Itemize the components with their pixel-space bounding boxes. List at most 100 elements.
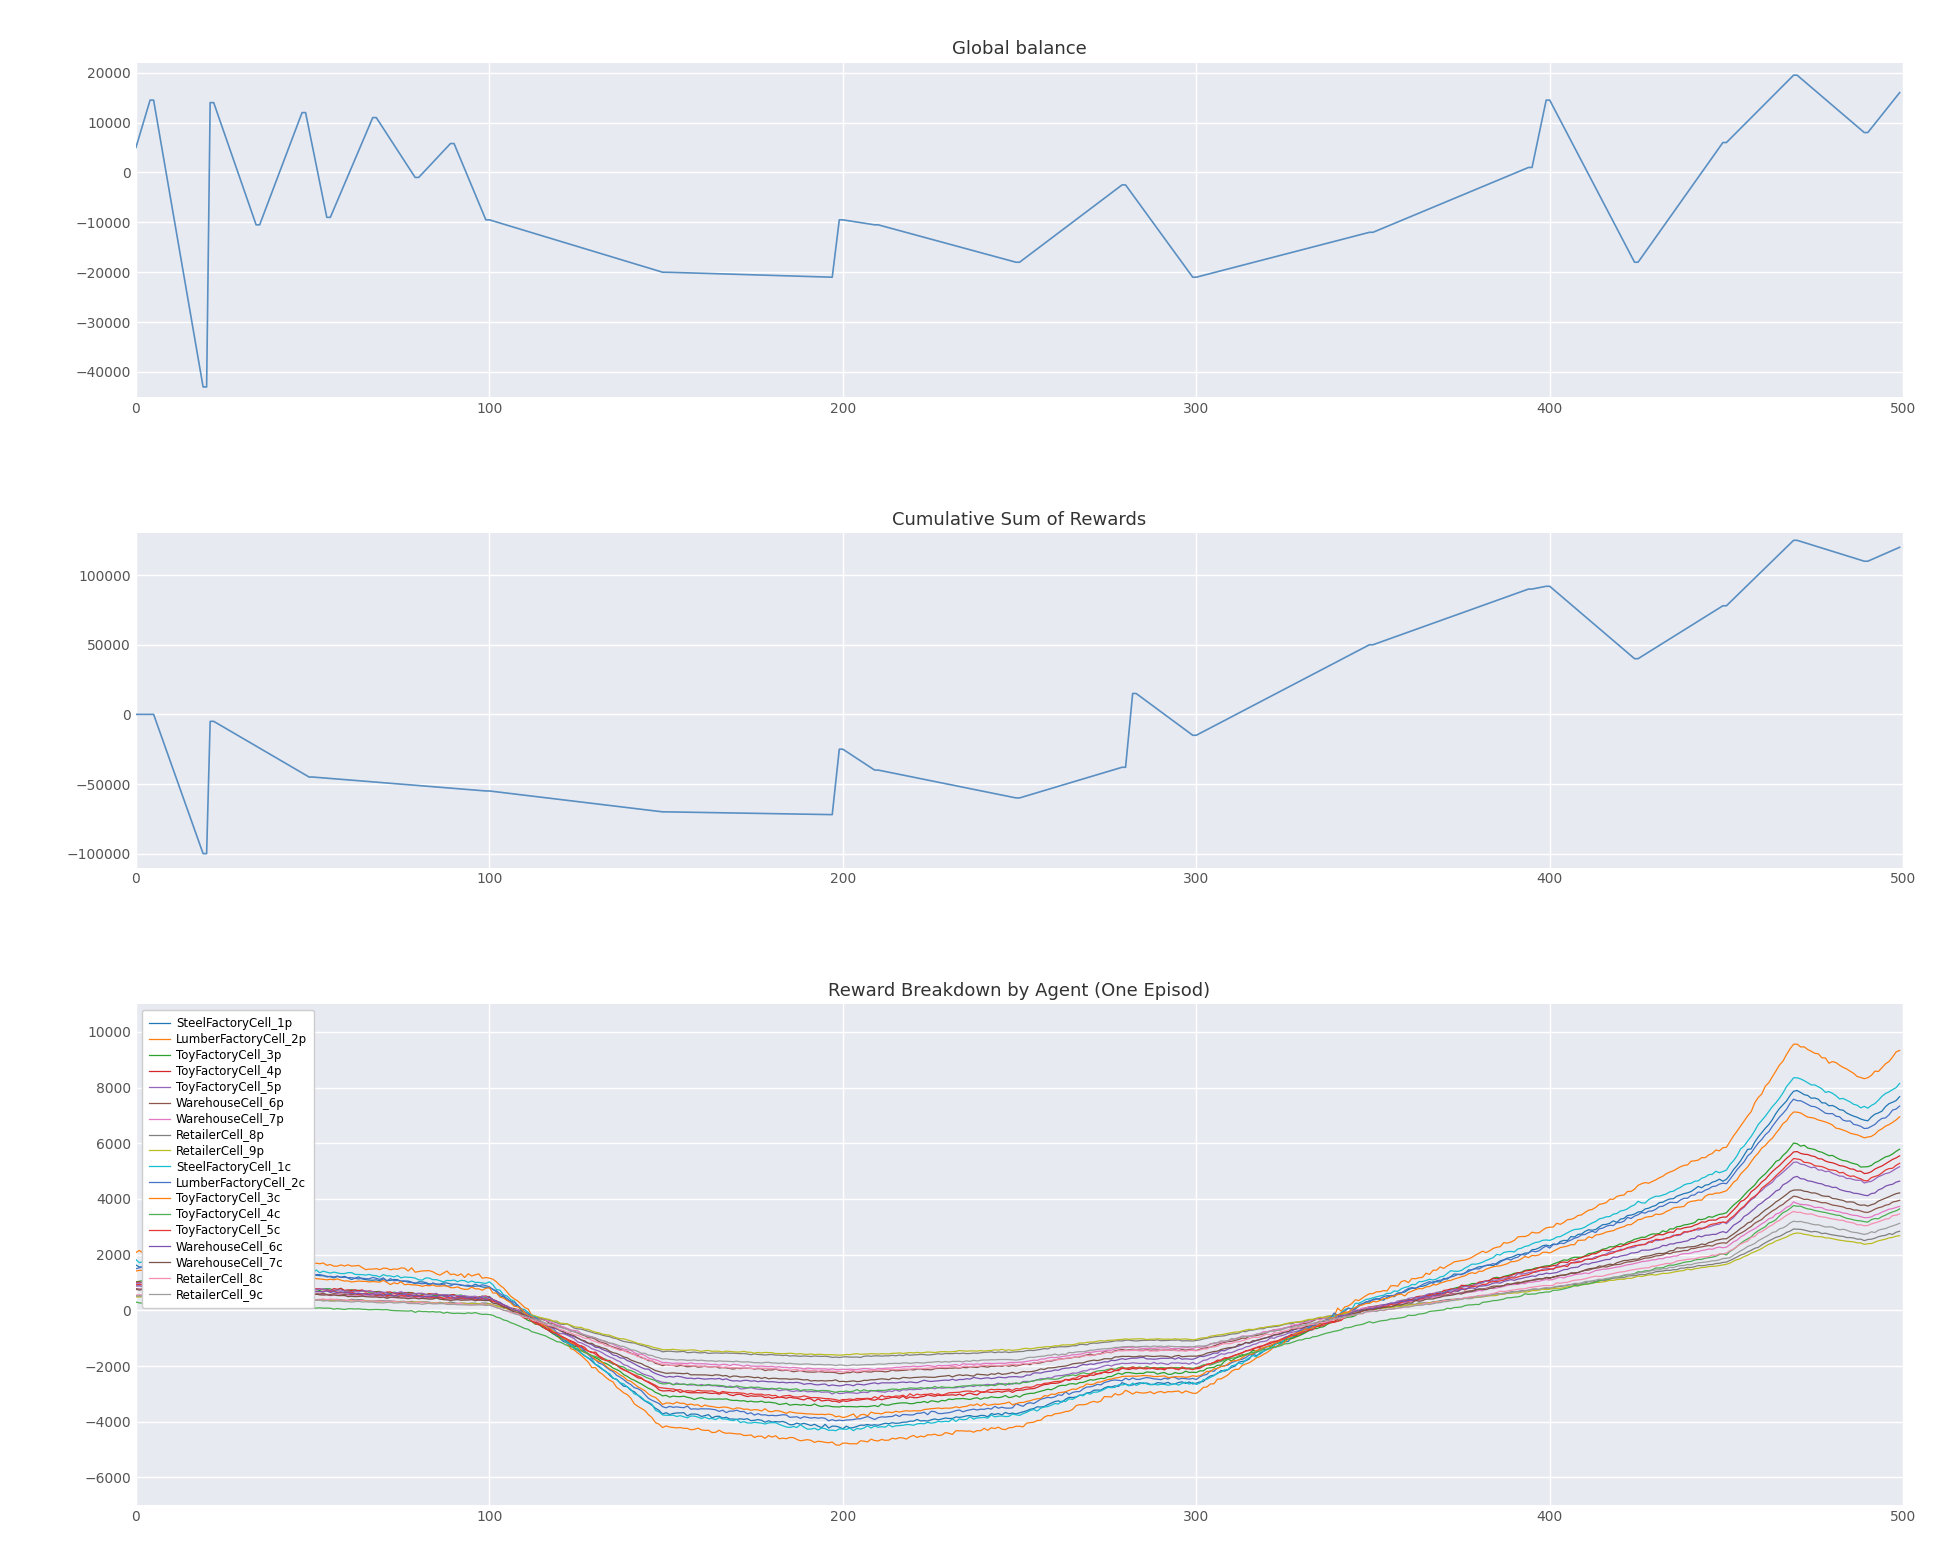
WarehouseCell_7p xyxy=(124,1281,148,1300)
ToyFactoryCell_4p xyxy=(1082,1366,1105,1385)
WarehouseCell_7c xyxy=(1785,1181,1808,1200)
WarehouseCell_7c xyxy=(965,1364,988,1383)
Line: RetailerCell_9c: RetailerCell_9c xyxy=(136,1221,1899,1366)
Line: LumberFactoryCell_2p: LumberFactoryCell_2p xyxy=(136,1044,1899,1446)
SteelFactoryCell_1p xyxy=(1853,1110,1876,1129)
WarehouseCell_6c xyxy=(1853,1185,1876,1204)
RetailerCell_9p xyxy=(827,1345,851,1364)
WarehouseCell_6p xyxy=(1888,1190,1911,1209)
ToyFactoryCell_3c xyxy=(977,1396,1000,1414)
WarehouseCell_6c xyxy=(1888,1171,1911,1190)
RetailerCell_9c xyxy=(1783,1212,1806,1231)
RetailerCell_8p xyxy=(1888,1221,1911,1240)
ToyFactoryCell_4c xyxy=(1853,1212,1876,1231)
WarehouseCell_6p xyxy=(1082,1345,1105,1364)
SteelFactoryCell_1p xyxy=(965,1406,988,1425)
LumberFactoryCell_2c xyxy=(1783,1090,1806,1109)
LumberFactoryCell_2p xyxy=(124,1243,148,1262)
LumberFactoryCell_2c xyxy=(1888,1096,1911,1115)
ToyFactoryCell_4c xyxy=(823,1383,847,1402)
RetailerCell_9c xyxy=(965,1352,988,1370)
RetailerCell_8c xyxy=(1888,1204,1911,1223)
ToyFactoryCell_5c xyxy=(965,1381,988,1400)
ToyFactoryCell_5p xyxy=(1082,1359,1105,1378)
RetailerCell_9c xyxy=(1888,1214,1911,1232)
WarehouseCell_7c xyxy=(1573,1261,1596,1279)
ToyFactoryCell_5c xyxy=(1082,1363,1105,1381)
RetailerCell_8c xyxy=(1177,1341,1200,1359)
LumberFactoryCell_2c xyxy=(1177,1370,1200,1389)
LumberFactoryCell_2p xyxy=(1177,1383,1200,1402)
RetailerCell_9p xyxy=(1177,1330,1200,1348)
ToyFactoryCell_3c xyxy=(1853,1129,1876,1148)
WarehouseCell_7p xyxy=(965,1355,988,1374)
ToyFactoryCell_3c xyxy=(1888,1107,1911,1126)
RetailerCell_9p xyxy=(124,1287,148,1306)
WarehouseCell_6c xyxy=(124,1276,148,1295)
ToyFactoryCell_3c xyxy=(1177,1367,1200,1386)
SteelFactoryCell_1p xyxy=(977,1408,1000,1427)
WarehouseCell_6p xyxy=(124,1279,148,1298)
ToyFactoryCell_5c xyxy=(1853,1171,1876,1190)
LumberFactoryCell_2c xyxy=(818,1411,841,1430)
SteelFactoryCell_1p xyxy=(1888,1087,1911,1105)
ToyFactoryCell_3p xyxy=(1783,1134,1806,1152)
ToyFactoryCell_3p xyxy=(1888,1140,1911,1159)
ToyFactoryCell_4c xyxy=(1082,1363,1105,1381)
LumberFactoryCell_2c xyxy=(1082,1377,1105,1396)
WarehouseCell_6c xyxy=(1177,1350,1200,1369)
WarehouseCell_6p xyxy=(965,1358,988,1377)
RetailerCell_9c xyxy=(1853,1225,1876,1243)
RetailerCell_9p xyxy=(977,1341,1000,1359)
RetailerCell_8c xyxy=(1783,1203,1806,1221)
WarehouseCell_7p xyxy=(1783,1192,1806,1210)
WarehouseCell_7c xyxy=(1888,1184,1911,1203)
LumberFactoryCell_2c xyxy=(1573,1225,1596,1243)
ToyFactoryCell_3p xyxy=(1573,1247,1596,1265)
WarehouseCell_7c xyxy=(1853,1195,1876,1214)
Line: LumberFactoryCell_2c: LumberFactoryCell_2c xyxy=(136,1099,1899,1421)
RetailerCell_9p xyxy=(1785,1223,1808,1242)
ToyFactoryCell_4p xyxy=(977,1383,1000,1402)
RetailerCell_9c xyxy=(977,1350,1000,1369)
LumberFactoryCell_2p xyxy=(1785,1035,1808,1054)
Line: ToyFactoryCell_3c: ToyFactoryCell_3c xyxy=(136,1112,1899,1417)
ToyFactoryCell_3p xyxy=(124,1273,148,1292)
ToyFactoryCell_4p xyxy=(1785,1142,1808,1160)
ToyFactoryCell_4p xyxy=(1573,1247,1596,1265)
ToyFactoryCell_4p xyxy=(124,1273,148,1292)
ToyFactoryCell_3p xyxy=(977,1389,1000,1408)
RetailerCell_8c xyxy=(831,1363,854,1381)
ToyFactoryCell_5p xyxy=(1888,1157,1911,1176)
Line: WarehouseCell_7c: WarehouseCell_7c xyxy=(136,1190,1899,1381)
RetailerCell_8c xyxy=(965,1356,988,1375)
RetailerCell_8p xyxy=(977,1342,1000,1361)
SteelFactoryCell_1c xyxy=(124,1250,148,1269)
WarehouseCell_7c xyxy=(1082,1350,1105,1369)
RetailerCell_9p xyxy=(965,1342,988,1361)
WarehouseCell_6p xyxy=(1177,1341,1200,1359)
ToyFactoryCell_3c xyxy=(124,1262,148,1281)
SteelFactoryCell_1c xyxy=(1853,1098,1876,1116)
Line: WarehouseCell_6c: WarehouseCell_6c xyxy=(136,1176,1899,1386)
LumberFactoryCell_2p xyxy=(977,1421,1000,1439)
Line: WarehouseCell_6p: WarehouseCell_6p xyxy=(136,1196,1899,1374)
ToyFactoryCell_4c xyxy=(124,1292,148,1311)
WarehouseCell_7p xyxy=(1082,1342,1105,1361)
SteelFactoryCell_1c xyxy=(1888,1074,1911,1093)
WarehouseCell_7p xyxy=(1177,1339,1200,1358)
ToyFactoryCell_5c xyxy=(1783,1149,1806,1168)
RetailerCell_8c xyxy=(124,1286,148,1305)
RetailerCell_9c xyxy=(1082,1341,1105,1359)
ToyFactoryCell_3p xyxy=(1177,1363,1200,1381)
ToyFactoryCell_3p xyxy=(827,1397,851,1416)
ToyFactoryCell_4c xyxy=(1783,1196,1806,1215)
SteelFactoryCell_1c xyxy=(1573,1218,1596,1237)
LumberFactoryCell_2p xyxy=(1082,1392,1105,1411)
LumberFactoryCell_2p xyxy=(827,1436,851,1455)
WarehouseCell_7c xyxy=(124,1279,148,1298)
ToyFactoryCell_4c xyxy=(965,1375,988,1394)
SteelFactoryCell_1p xyxy=(1785,1082,1808,1101)
SteelFactoryCell_1c xyxy=(1785,1068,1808,1087)
LumberFactoryCell_2p xyxy=(1573,1203,1596,1221)
